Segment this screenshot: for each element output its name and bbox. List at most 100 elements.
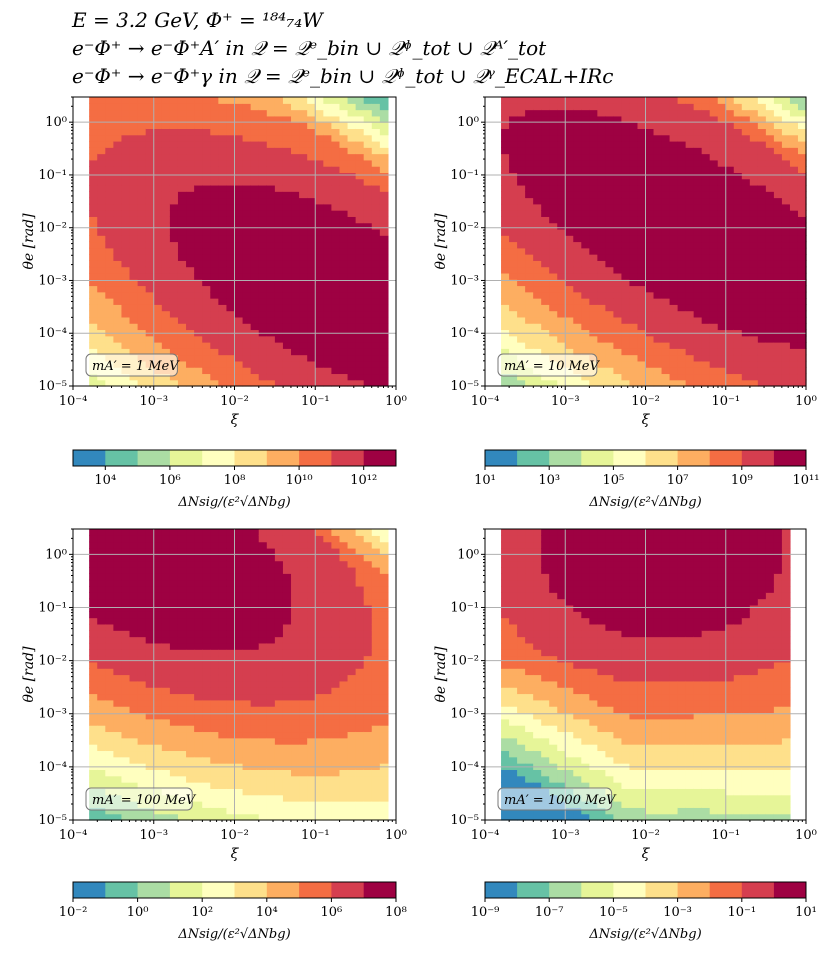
heatmap-cell — [653, 260, 663, 268]
heatmap-cell — [113, 266, 123, 274]
heatmap-cell — [613, 115, 623, 123]
heatmap-cell — [210, 617, 219, 625]
heatmap-cell — [307, 699, 316, 707]
heatmap-cell — [218, 203, 228, 211]
heatmap-cell — [299, 718, 308, 726]
heatmap-cell — [113, 611, 123, 619]
heatmap-cell — [97, 617, 106, 625]
heatmap-cell — [226, 316, 236, 324]
heatmap-cell — [701, 134, 711, 142]
heatmap-cell — [177, 566, 187, 574]
heatmap-cell — [291, 775, 300, 783]
heatmap-cell — [733, 228, 743, 236]
heatmap-cell — [113, 661, 123, 669]
heatmap-cell — [145, 191, 155, 199]
heatmap-cell — [525, 241, 534, 249]
heatmap-cell — [89, 191, 98, 199]
heatmap-cell — [113, 756, 123, 764]
heatmap-cell — [161, 316, 171, 324]
heatmap-cell — [379, 285, 389, 293]
heatmap-cell — [565, 140, 574, 148]
heatmap-cell — [371, 266, 381, 274]
heatmap-cell — [757, 210, 767, 217]
heatmap-cell — [797, 172, 807, 180]
heatmap-cell — [331, 310, 341, 318]
heatmap-cell — [282, 592, 292, 600]
heatmap-cell — [339, 335, 349, 343]
heatmap-cell — [661, 260, 671, 268]
heatmap-cell — [282, 769, 292, 777]
heatmap-cell — [307, 115, 316, 123]
heatmap-cell — [113, 782, 123, 789]
heatmap-cell — [565, 153, 574, 161]
heatmap-cell — [89, 611, 98, 619]
heatmap-cell — [153, 706, 163, 714]
heatmap-cell — [789, 304, 799, 312]
heatmap-cell — [509, 291, 518, 299]
heatmap-cell — [121, 216, 131, 224]
heatmap-cell — [797, 285, 807, 293]
heatmap-cell — [557, 254, 566, 261]
heatmap-cell — [685, 360, 695, 368]
heatmap-cell — [266, 642, 276, 650]
heatmap-cell — [685, 379, 695, 387]
heatmap-cell — [765, 379, 775, 387]
heatmap-cell — [153, 272, 163, 280]
heatmap-cell — [282, 360, 292, 368]
heatmap-cell — [339, 216, 349, 224]
heatmap-cell — [258, 360, 268, 368]
colorbar-segment — [677, 450, 711, 466]
heatmap-cell — [113, 298, 123, 305]
heatmap-cell — [299, 554, 308, 562]
heatmap-cell — [202, 712, 211, 720]
heatmap-cell — [161, 731, 171, 739]
heatmap-cell — [355, 216, 365, 224]
heatmap-cell — [509, 247, 518, 255]
heatmap-cell — [653, 184, 663, 192]
heatmap-cell — [725, 178, 735, 186]
heatmap-cell — [781, 367, 791, 375]
heatmap-cell — [186, 254, 195, 261]
heatmap-cell — [379, 134, 389, 142]
heatmap-cell — [153, 260, 163, 268]
heatmap-cell — [339, 235, 349, 243]
heatmap-cell — [186, 680, 195, 688]
heatmap-cell — [282, 260, 292, 268]
heatmap-cell — [113, 166, 123, 173]
heatmap-cell — [621, 342, 631, 349]
heatmap-cell — [605, 122, 615, 130]
heatmap-cell — [258, 560, 268, 568]
heatmap-cell — [282, 813, 292, 821]
heatmap-cell — [299, 342, 308, 349]
heatmap-cell — [549, 128, 558, 136]
heatmap-cell — [701, 342, 711, 349]
heatmap-cell — [153, 813, 163, 821]
heatmap-cell — [186, 128, 195, 136]
heatmap-cell — [685, 310, 695, 318]
heatmap-cell — [339, 260, 349, 268]
heatmap-cell — [169, 97, 179, 104]
heatmap-cell — [549, 298, 558, 305]
heatmap-cell — [177, 750, 187, 758]
heatmap-cell — [153, 687, 163, 695]
heatmap-cell — [693, 335, 703, 343]
heatmap-cell — [105, 649, 114, 657]
heatmap-cell — [194, 604, 203, 612]
heatmap-cell — [363, 348, 373, 356]
heatmap-cell — [234, 140, 244, 148]
heatmap-cell — [129, 592, 139, 600]
heatmap-cell — [177, 97, 187, 104]
heatmap-cell — [509, 210, 518, 217]
heatmap-cell — [121, 166, 131, 173]
heatmap-cell — [549, 241, 558, 249]
heatmap-cell — [709, 373, 719, 381]
heatmap-cell — [145, 235, 155, 243]
heatmap-cell — [637, 272, 647, 280]
heatmap-cell — [773, 103, 783, 111]
heatmap-cell — [282, 203, 292, 211]
heatmap-cell — [733, 298, 743, 305]
heatmap-cell — [210, 178, 219, 186]
heatmap-cell — [250, 122, 260, 130]
heatmap-cell — [629, 235, 639, 243]
heatmap-cell — [258, 203, 268, 211]
